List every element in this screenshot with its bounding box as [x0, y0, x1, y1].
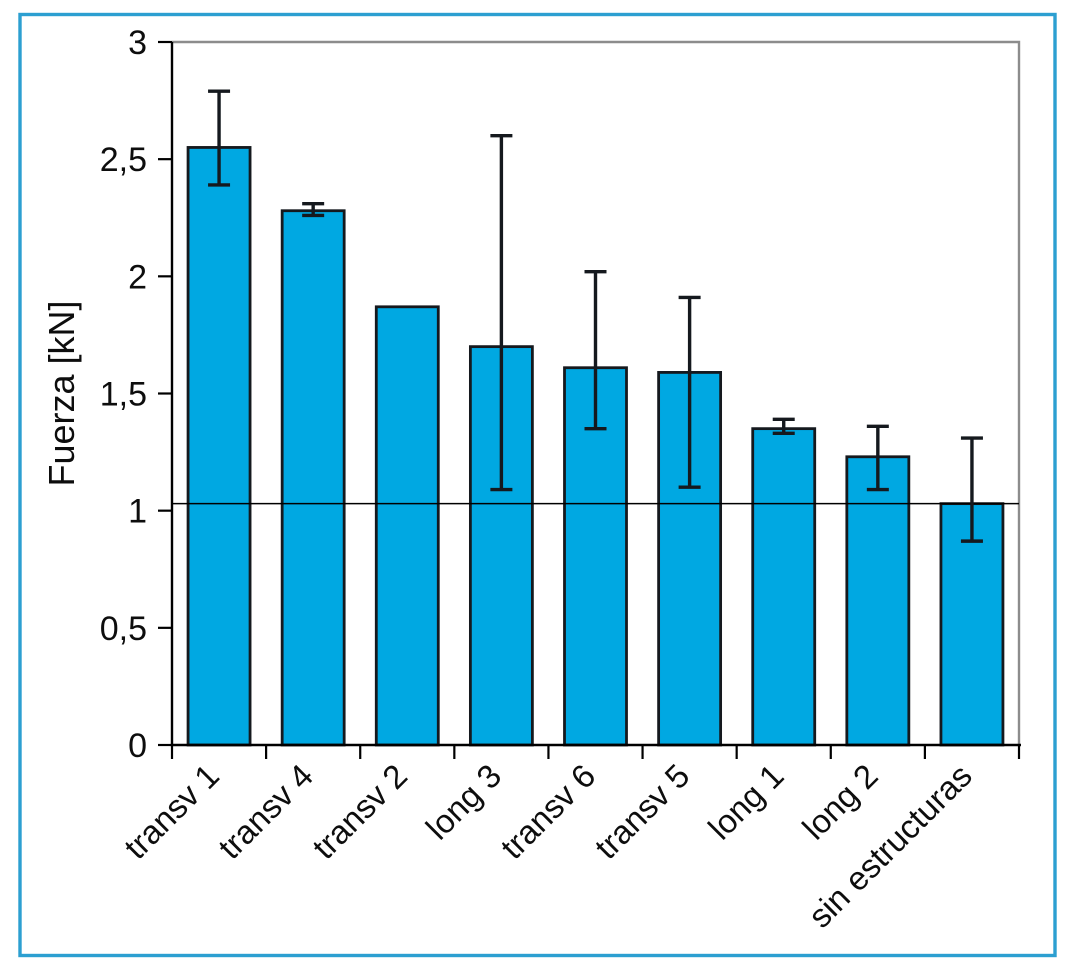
y-tick-label: 0	[128, 727, 147, 765]
error-bar-long-1	[772, 417, 795, 436]
bar-long-2	[845, 455, 911, 747]
error-bar-sin-estructuras	[960, 436, 983, 543]
error-bar-transv-5	[678, 295, 701, 489]
y-tick-label: 2	[128, 258, 147, 296]
error-bar-transv-1	[208, 89, 231, 187]
y-axis-title: Fuerza [kN]	[41, 300, 82, 486]
y-tick-label: 1,5	[100, 376, 147, 414]
bar-transv-4	[280, 209, 346, 747]
y-tick-label: 2,5	[100, 141, 147, 179]
y-tick-label: 1	[128, 493, 147, 531]
bar-transv-1	[186, 146, 252, 747]
error-bar-long-2	[866, 424, 889, 492]
error-bar-long-3	[490, 134, 513, 492]
plot-border	[172, 40, 1021, 745]
error-bar-transv-6	[584, 269, 607, 431]
y-tick-label: 3	[128, 24, 147, 62]
bar-transv-2	[374, 305, 440, 747]
y-tick-label: 0,5	[100, 610, 147, 648]
figure-frame	[18, 12, 1057, 958]
error-bar-transv-4	[302, 201, 325, 218]
bar-long-1	[751, 427, 817, 747]
bar-sin-estructuras	[939, 502, 1005, 747]
